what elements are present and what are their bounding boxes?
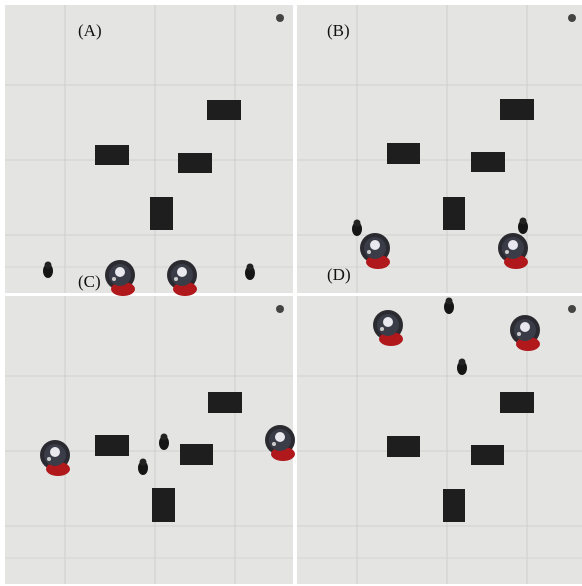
panel-label: (A) bbox=[78, 21, 102, 40]
mat bbox=[150, 197, 173, 230]
mat bbox=[95, 145, 129, 165]
floor bbox=[297, 296, 582, 584]
mat bbox=[387, 436, 420, 457]
panel-d: (D) bbox=[297, 265, 582, 584]
mat bbox=[387, 143, 420, 164]
floor bbox=[5, 296, 293, 584]
panel-label: (D) bbox=[327, 265, 351, 284]
mat bbox=[95, 435, 129, 456]
mat bbox=[500, 392, 534, 413]
mat bbox=[443, 197, 465, 230]
figure: (A) (B) (C) (D) bbox=[0, 0, 582, 586]
mat bbox=[152, 488, 175, 522]
panel-a: (A) bbox=[5, 5, 293, 296]
panel-b: (B) bbox=[297, 5, 582, 293]
mat bbox=[471, 445, 504, 465]
mat bbox=[178, 153, 212, 173]
mat bbox=[207, 100, 241, 120]
floor bbox=[297, 5, 582, 293]
mat bbox=[500, 99, 534, 120]
mat bbox=[443, 489, 465, 522]
mat bbox=[208, 392, 242, 413]
floor bbox=[5, 5, 293, 293]
mat bbox=[471, 152, 505, 172]
panel-c: (C) bbox=[5, 272, 295, 584]
panel-label: (B) bbox=[327, 21, 350, 40]
panel-label: (C) bbox=[78, 272, 101, 291]
mat bbox=[180, 444, 213, 465]
